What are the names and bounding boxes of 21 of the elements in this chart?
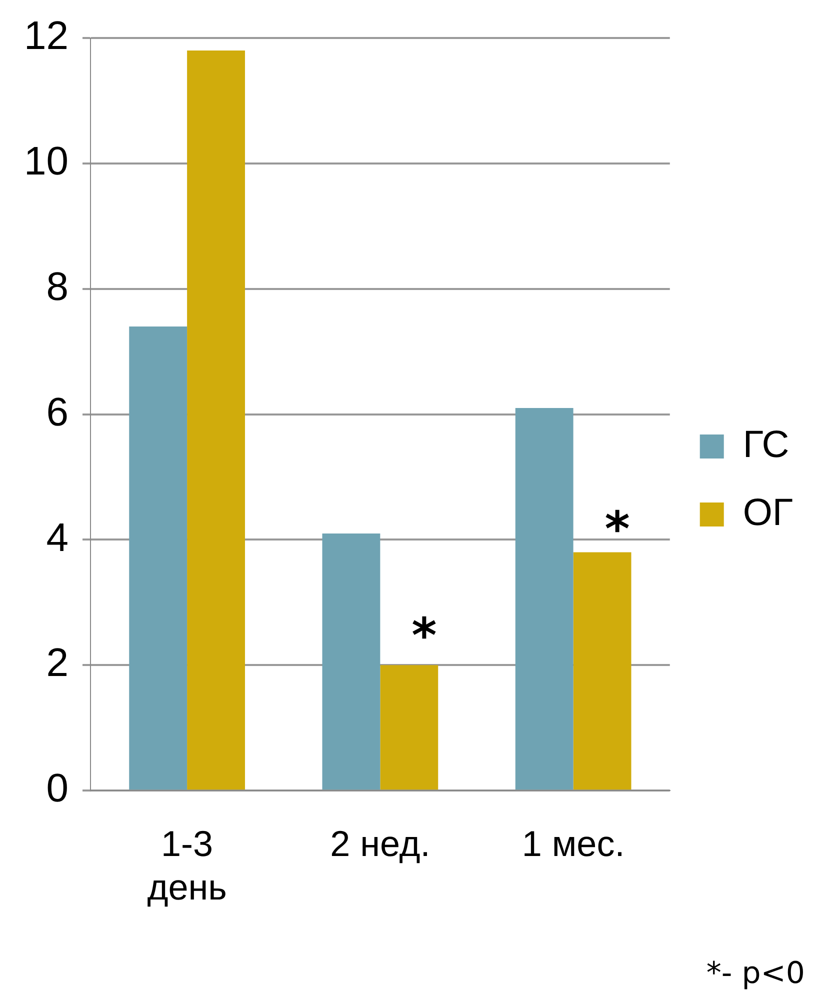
y-tick-label: 4 [46,516,68,560]
y-tick-label: 12 [24,14,68,58]
text: *- p<0 [706,956,805,991]
x-tick-label: 2 нед. [330,823,430,864]
bar [322,533,380,790]
bar [187,50,245,790]
y-tick-label: 8 [46,264,68,309]
y-tick-label: 10 [24,139,68,184]
y-tick-label: 0 [46,766,68,811]
legend-label: ОГ [742,492,794,534]
x-tick-label: 1 мес. [522,823,625,864]
x-tick-label: 1-3 день [147,823,227,908]
bar [129,326,188,790]
y-tick-label: 2 [46,641,68,686]
bar [573,552,632,790]
legend-label: ГС [742,424,790,466]
bar [380,665,438,790]
y-tick-label: 6 [46,390,68,434]
annotation: * [604,501,630,558]
annotation: * [412,608,437,664]
bar [515,408,574,790]
